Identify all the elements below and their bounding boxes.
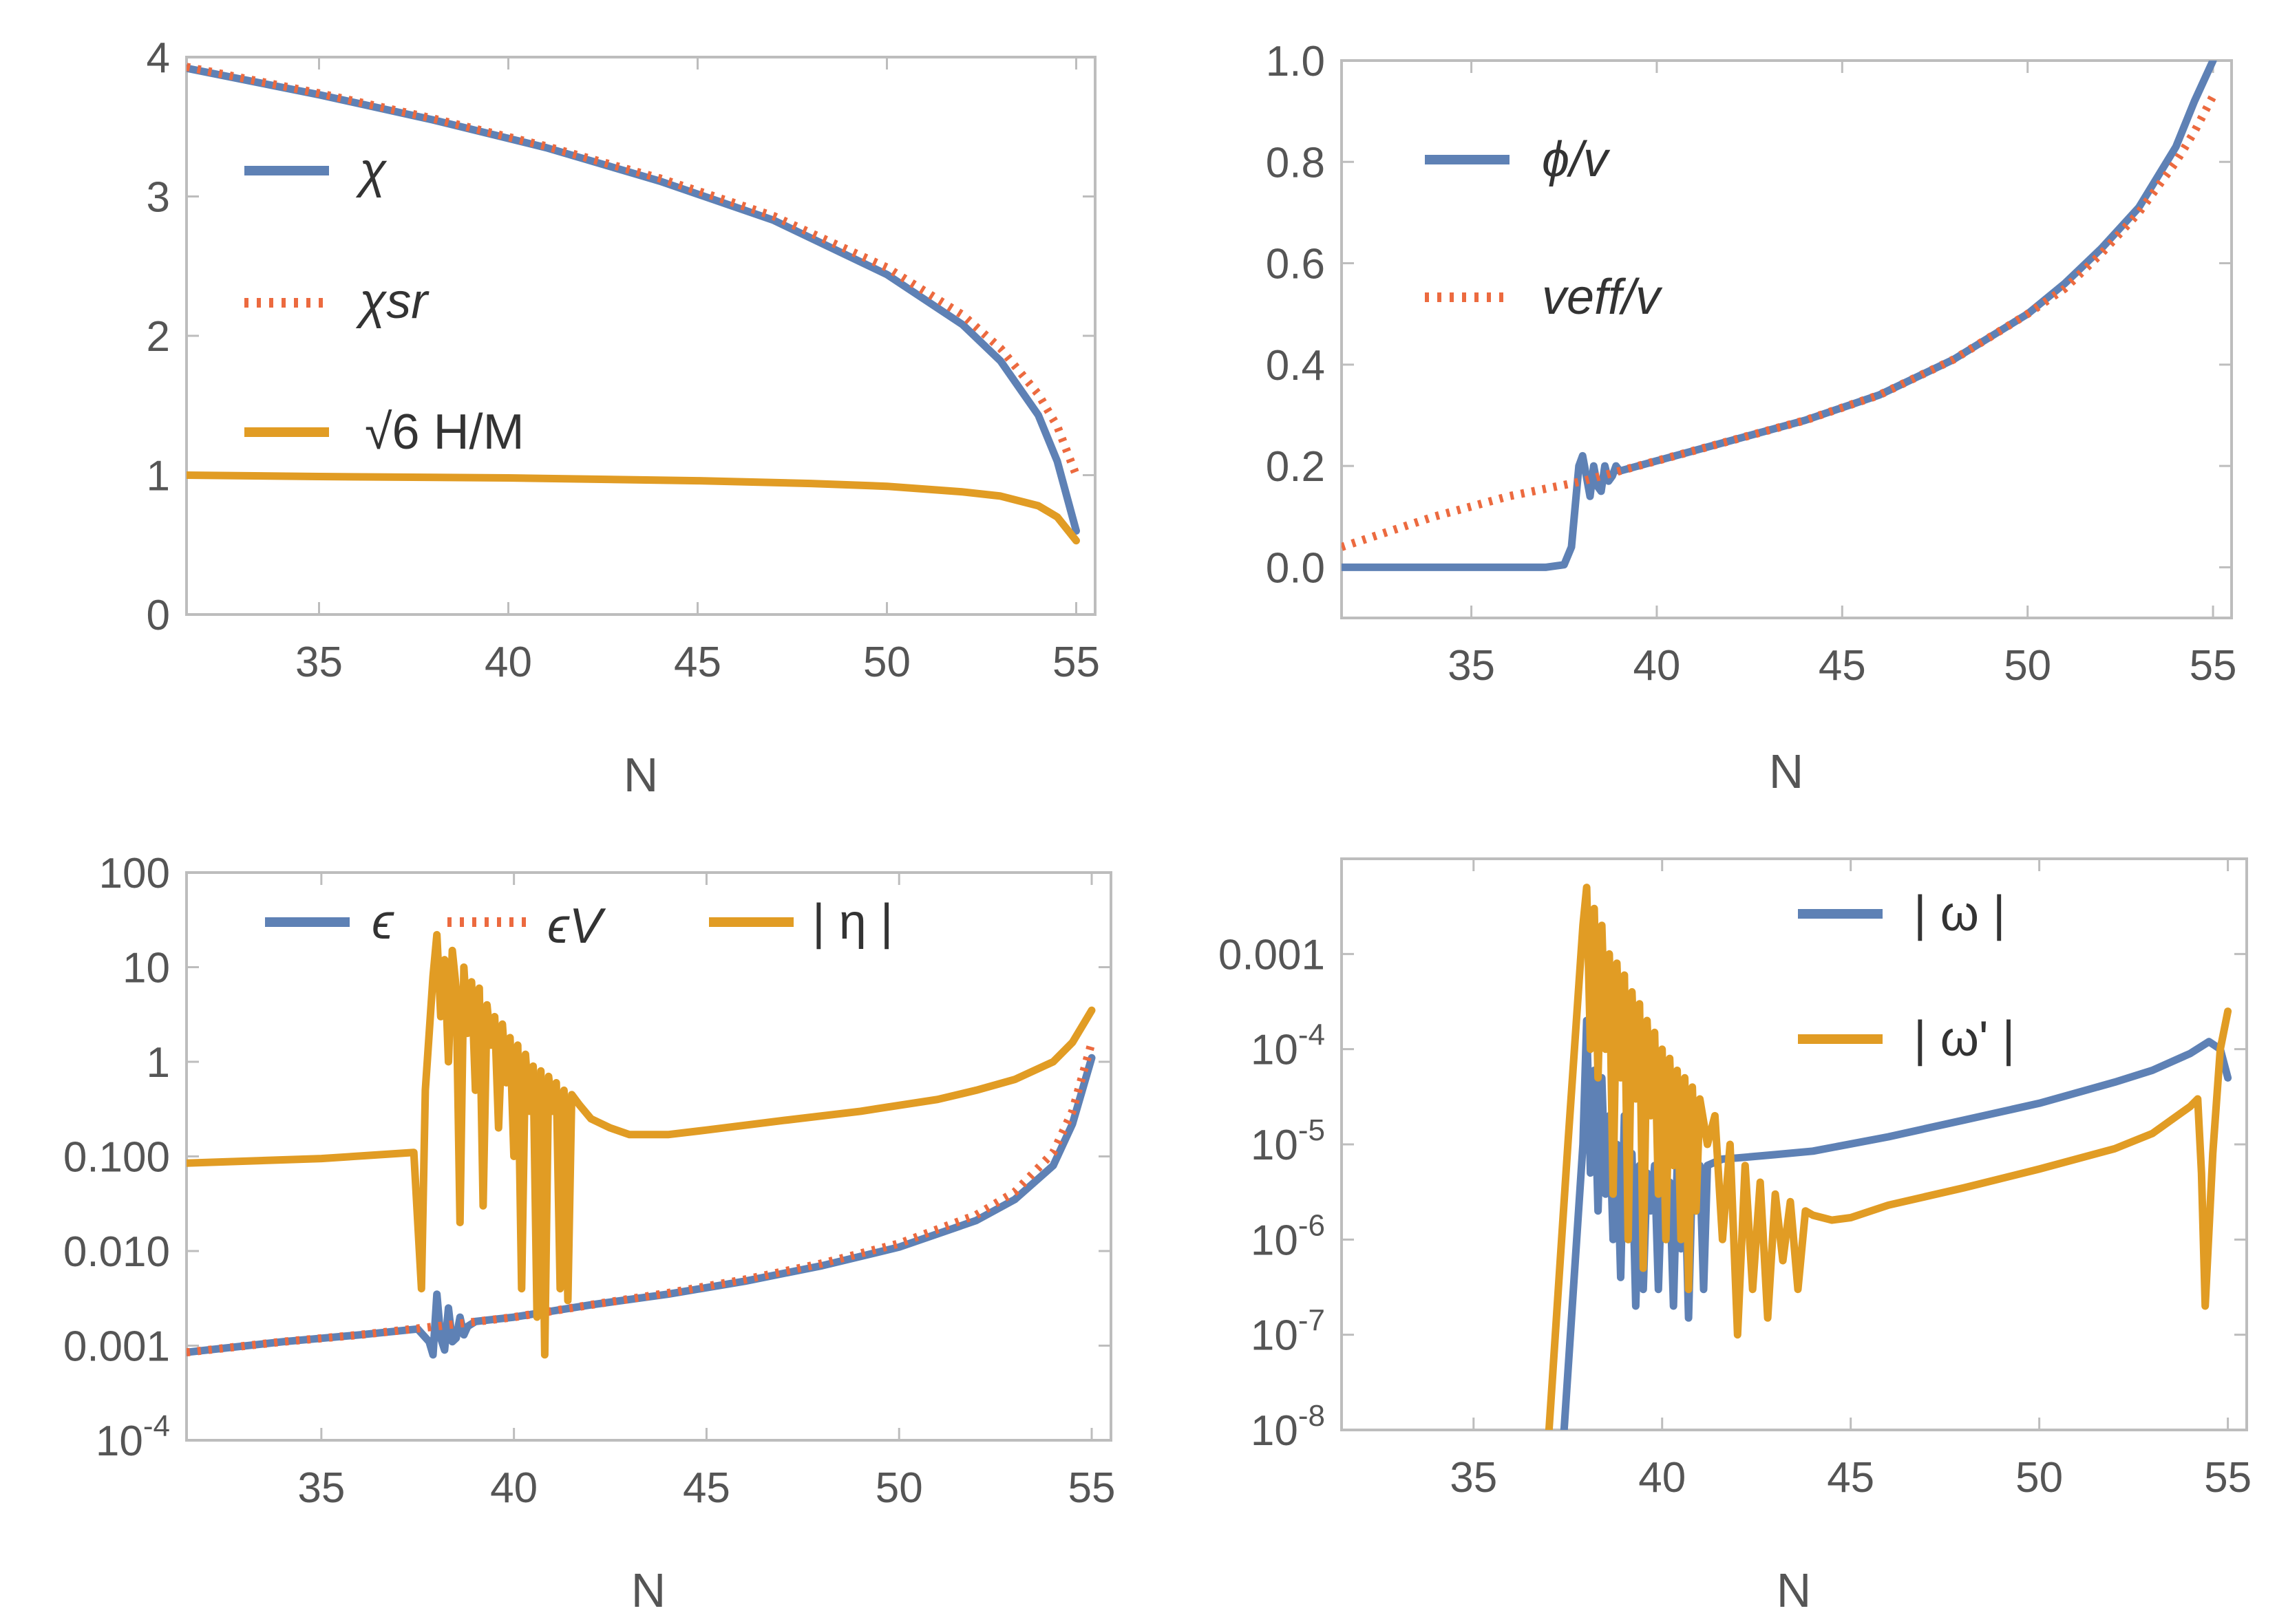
panel-epsilon: 35 40 45 50 55 10-4 0.001 0.010 0.100 1 10 100 N ϵ … (63, 850, 1116, 1617)
x-tick-label-0-1: 40 (485, 639, 532, 686)
x-tick-label-3-2: 45 (1827, 1454, 1874, 1502)
y-tick-label-3-5: 0.001 (1218, 931, 1325, 979)
x-tick-label-0-3: 50 (863, 639, 911, 686)
y-tick-label-2-2: 0.010 (63, 1228, 170, 1276)
y-tick-label-0-3: 3 (147, 174, 170, 222)
x-tick-label-0-4: 55 (1052, 639, 1100, 686)
panel-chi-legend: χ χsr √6 H/M (244, 143, 525, 460)
x-tick-label-2-1: 40 (490, 1464, 538, 1512)
x-tick-label-3-0: 35 (1450, 1454, 1497, 1502)
legend-label-veff: veff/v (1542, 270, 1663, 325)
legend-label-omega-prime: | ω' | (1914, 1012, 2015, 1067)
y-tick-label-2-3: 0.100 (63, 1134, 170, 1182)
y-tick-label-0-0: 0 (147, 592, 170, 639)
y-tick-label-2-4: 1 (147, 1039, 170, 1087)
y-tick-label-0-4: 4 (147, 34, 170, 82)
y-tick-label-1-2: 0.4 (1266, 342, 1325, 389)
x-tick-label-1-2: 45 (1819, 642, 1866, 690)
x-tick-label-2-0: 35 (297, 1464, 345, 1512)
panel-phi-series (1342, 61, 2217, 571)
series-line-1-1 (1342, 94, 2217, 551)
x-tick-label-1-3: 50 (2004, 642, 2051, 690)
y-tick-label-3-1: 10-7 (1251, 1304, 1325, 1360)
legend-label-chi: χ (355, 143, 388, 198)
legend-label-epsilon-v: ϵV (547, 899, 606, 954)
panel-omega-series (1545, 884, 2232, 1430)
x-tick-label-2-2: 45 (683, 1464, 730, 1512)
panel-chi-xlabel: N (624, 748, 659, 802)
panel-phi: 35 40 45 50 55 0.0 0.2 0.4 0.6 0.8 1.0 N ϕ/v veff/… (1266, 38, 2237, 798)
panel-phi-ticks: 35 40 45 50 55 0.0 0.2 0.4 0.6 0.8 1.0 (1266, 38, 2237, 690)
x-tick-label-2-3: 50 (876, 1464, 923, 1512)
y-tick-label-3-3: 10-5 (1251, 1113, 1325, 1169)
x-tick-label-1-4: 55 (2190, 642, 2237, 690)
panel-epsilon-legend: ϵ ϵV | η | (265, 895, 893, 954)
y-tick-label-2-5: 10 (123, 945, 170, 992)
series-line-0-2 (187, 471, 1080, 545)
panel-epsilon-xlabel: N (631, 1563, 666, 1617)
y-tick-label-2-6: 100 (99, 850, 170, 897)
y-tick-label-3-4: 10-4 (1251, 1018, 1325, 1074)
y-tick-label-1-3: 0.6 (1266, 241, 1325, 288)
panel-phi-frame (1340, 59, 2233, 619)
x-tick-label-3-1: 40 (1638, 1454, 1686, 1502)
y-tick-label-3-0: 10-8 (1251, 1399, 1325, 1455)
series-line-3-1 (1545, 884, 2232, 1430)
y-tick-label-1-1: 0.2 (1266, 443, 1325, 491)
x-tick-label-0-0: 35 (295, 639, 343, 686)
panel-omega-legend: | ω | | ω' | (1798, 886, 2015, 1067)
x-tick-label-1-0: 35 (1448, 642, 1495, 690)
series-line-0-1 (187, 63, 1081, 477)
panel-chi: 35 40 45 50 55 0 1 2 3 4 N χ χsr √6 H/M (147, 34, 1100, 802)
y-tick-label-2-0: 10-4 (96, 1409, 170, 1465)
series-line-2-0 (187, 1054, 1096, 1359)
x-tick-label-0-2: 45 (674, 639, 721, 686)
panel-chi-series (187, 63, 1081, 545)
legend-label-epsilon: ϵ (372, 895, 394, 950)
panel-epsilon-series (187, 930, 1096, 1359)
y-tick-label-0-2: 2 (147, 313, 170, 361)
series-line-2-2 (187, 930, 1096, 1359)
legend-label-hubble: √6 H/M (365, 405, 525, 460)
panel-omega-xlabel: N (1777, 1563, 1812, 1617)
y-tick-label-2-1: 0.001 (63, 1323, 170, 1371)
panel-omega-frame (1340, 857, 2248, 1431)
x-tick-label-1-1: 40 (1633, 642, 1680, 690)
panel-phi-legend: ϕ/v veff/v (1425, 132, 1663, 325)
panel-omega: 35 40 45 50 55 10-8 10-7 10-6 10-5 10-4 0.001 N | … (1218, 857, 2252, 1617)
y-tick-label-1-5: 1.0 (1266, 38, 1325, 85)
series-line-1-0 (1342, 61, 2217, 571)
x-tick-label-3-4: 55 (2204, 1454, 2252, 1502)
series-line-2-1 (187, 1041, 1096, 1357)
legend-label-phi: ϕ/v (1542, 132, 1611, 187)
legend-label-omega: | ω | (1914, 886, 2006, 941)
y-tick-label-3-2: 10-6 (1251, 1208, 1325, 1264)
y-tick-label-1-4: 0.8 (1266, 139, 1325, 186)
y-tick-label-1-0: 0.0 (1266, 544, 1325, 592)
panel-epsilon-ticks: 35 40 45 50 55 10-4 0.001 0.010 0.100 1 10 100 (63, 850, 1116, 1512)
x-tick-label-3-3: 50 (2015, 1454, 2063, 1502)
legend-label-chi-sr: χsr (355, 274, 430, 329)
y-tick-label-0-1: 1 (147, 453, 170, 500)
panel-chi-frame (185, 56, 1097, 616)
panel-chi-ticks: 35 40 45 50 55 0 1 2 3 4 (147, 34, 1100, 686)
panel-omega-ticks: 35 40 45 50 55 10-8 10-7 10-6 10-5 10-4 0.001 (1218, 859, 2252, 1502)
x-tick-label-2-4: 55 (1068, 1464, 1116, 1512)
legend-label-eta: | η | (812, 895, 893, 950)
panel-phi-xlabel: N (1769, 745, 1804, 798)
